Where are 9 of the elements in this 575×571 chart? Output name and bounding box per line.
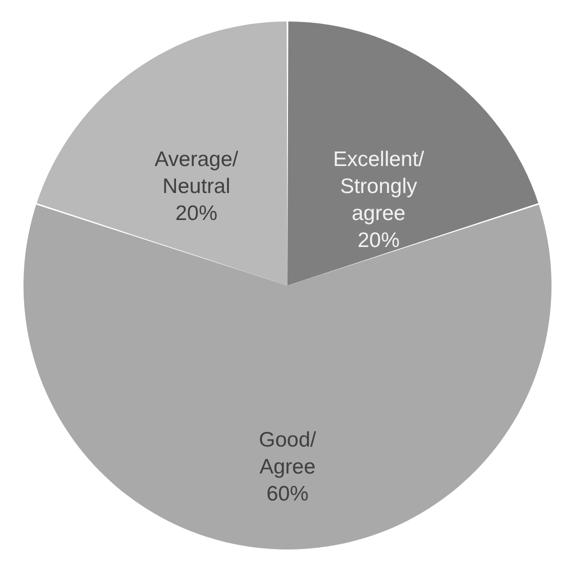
data-label: 20% xyxy=(175,202,218,226)
slice-label: Average/ Neutral xyxy=(154,148,238,198)
pie-slice xyxy=(24,204,552,549)
slice-label: Good/ Agree xyxy=(258,428,316,478)
pie-slice xyxy=(36,22,288,286)
pie-slice xyxy=(288,22,538,286)
data-label: 60% xyxy=(266,482,309,506)
slice-label: Excellent/ Strongly agree xyxy=(333,148,424,226)
data-label: 20% xyxy=(358,229,400,252)
